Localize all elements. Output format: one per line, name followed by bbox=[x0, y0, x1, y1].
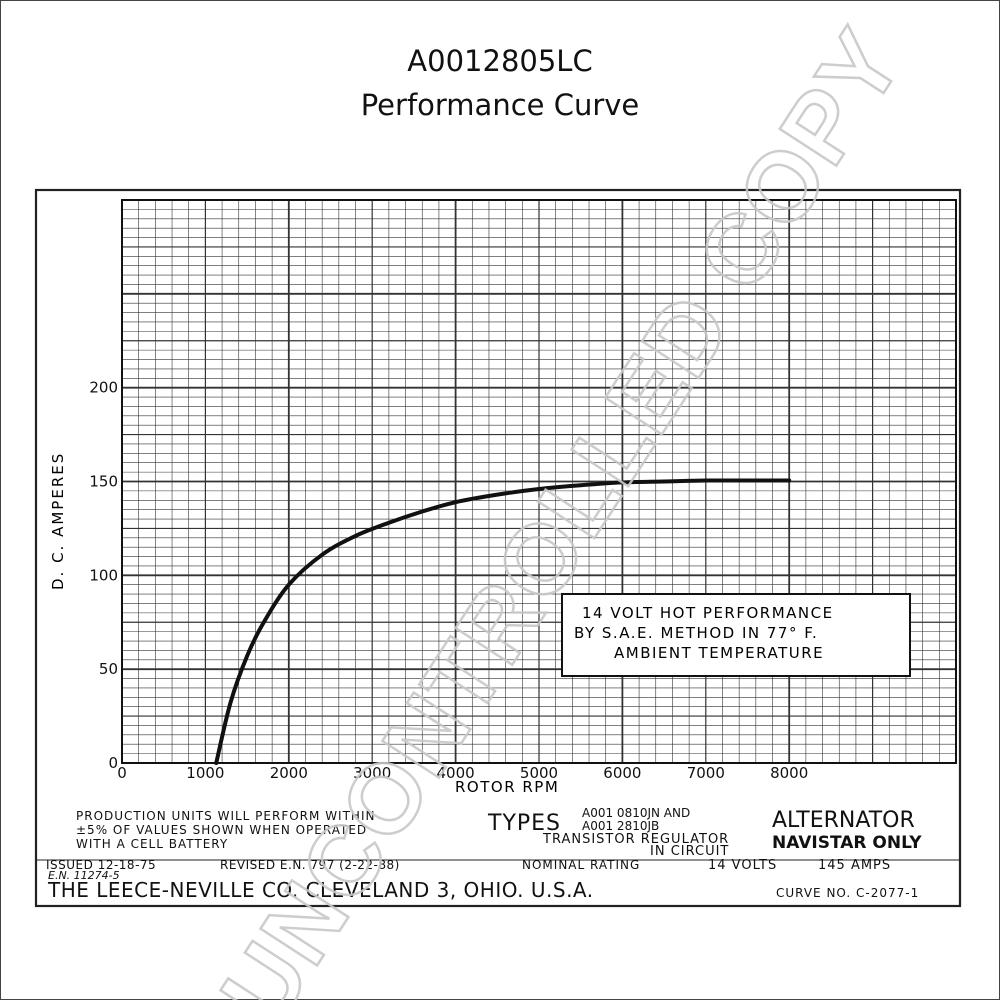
annotation-line-2: BY S.A.E. METHOD IN 77° F. bbox=[574, 624, 818, 642]
series-line bbox=[214, 478, 792, 765]
page-title: A0012805LC bbox=[407, 44, 593, 78]
y-axis-label: D. C. AMPERES bbox=[49, 452, 67, 590]
annotation-line-1: 14 VOLT HOT PERFORMANCE bbox=[582, 604, 834, 622]
page-subtitle: Performance Curve bbox=[360, 88, 640, 122]
annotation-box bbox=[561, 593, 911, 677]
plot-area bbox=[121, 199, 957, 764]
y-tick-label: 100 bbox=[89, 566, 118, 584]
production-note-line-3: WITH A CELL BATTERY bbox=[76, 837, 228, 851]
annotation-line-3: AMBIENT TEMPERATURE bbox=[614, 644, 824, 662]
regulator-note-line-2: IN CIRCUIT bbox=[650, 844, 729, 859]
product-note: NAVISTAR ONLY bbox=[772, 833, 922, 853]
types-value-2: A001 2810JB bbox=[582, 819, 659, 833]
rating-amps: 145 AMPS bbox=[818, 858, 891, 873]
x-tick-label: 3000 bbox=[353, 764, 391, 782]
x-tick-label: 2000 bbox=[270, 764, 308, 782]
y-tick-label: 200 bbox=[89, 379, 118, 397]
company-name: THE LEECE-NEVILLE CO. CLEVELAND 3, OHIO.… bbox=[47, 878, 594, 902]
x-tick-label: 5000 bbox=[520, 764, 558, 782]
x-tick-label: 0 bbox=[117, 764, 127, 782]
y-tick-label: 150 bbox=[89, 473, 118, 491]
revised-note: REVISED E.N. 797 (2-22-88) bbox=[220, 858, 400, 872]
nominal-rating-label: NOMINAL RATING bbox=[522, 858, 640, 872]
x-tick-label: 1000 bbox=[186, 764, 224, 782]
product-label: ALTERNATOR bbox=[772, 808, 915, 833]
engineering-notice: E.N. 11274-5 bbox=[48, 869, 120, 882]
y-tick-label: 50 bbox=[99, 660, 118, 678]
production-note-line-2: ±5% OF VALUES SHOWN WHEN OPERATED bbox=[76, 823, 367, 837]
x-tick-label: 6000 bbox=[603, 764, 641, 782]
x-axis: 0 1000 2000 3000 4000 5000 6000 7000 8000 bbox=[117, 764, 808, 782]
y-tick-label: 0 bbox=[108, 754, 118, 772]
issued-date: ISSUED 12-18-75 bbox=[46, 858, 156, 872]
regulator-note-line-1: TRANSISTOR REGULATOR bbox=[542, 832, 729, 847]
chart-sheet-frame bbox=[34, 188, 962, 908]
x-axis-label: ROTOR RPM bbox=[455, 778, 559, 796]
x-tick-label: 4000 bbox=[437, 764, 475, 782]
y-axis: 0 50 100 150 200 bbox=[89, 379, 118, 772]
x-tick-label: 8000 bbox=[770, 764, 808, 782]
production-note-line-1: PRODUCTION UNITS WILL PERFORM WITHIN bbox=[76, 809, 375, 823]
x-tick-label: 7000 bbox=[687, 764, 725, 782]
types-value-1: A001 0810JN AND bbox=[582, 806, 690, 820]
rating-volts: 14 VOLTS bbox=[708, 858, 777, 873]
curve-number: CURVE NO. C-2077-1 bbox=[776, 886, 919, 900]
types-label: TYPES bbox=[487, 811, 561, 836]
